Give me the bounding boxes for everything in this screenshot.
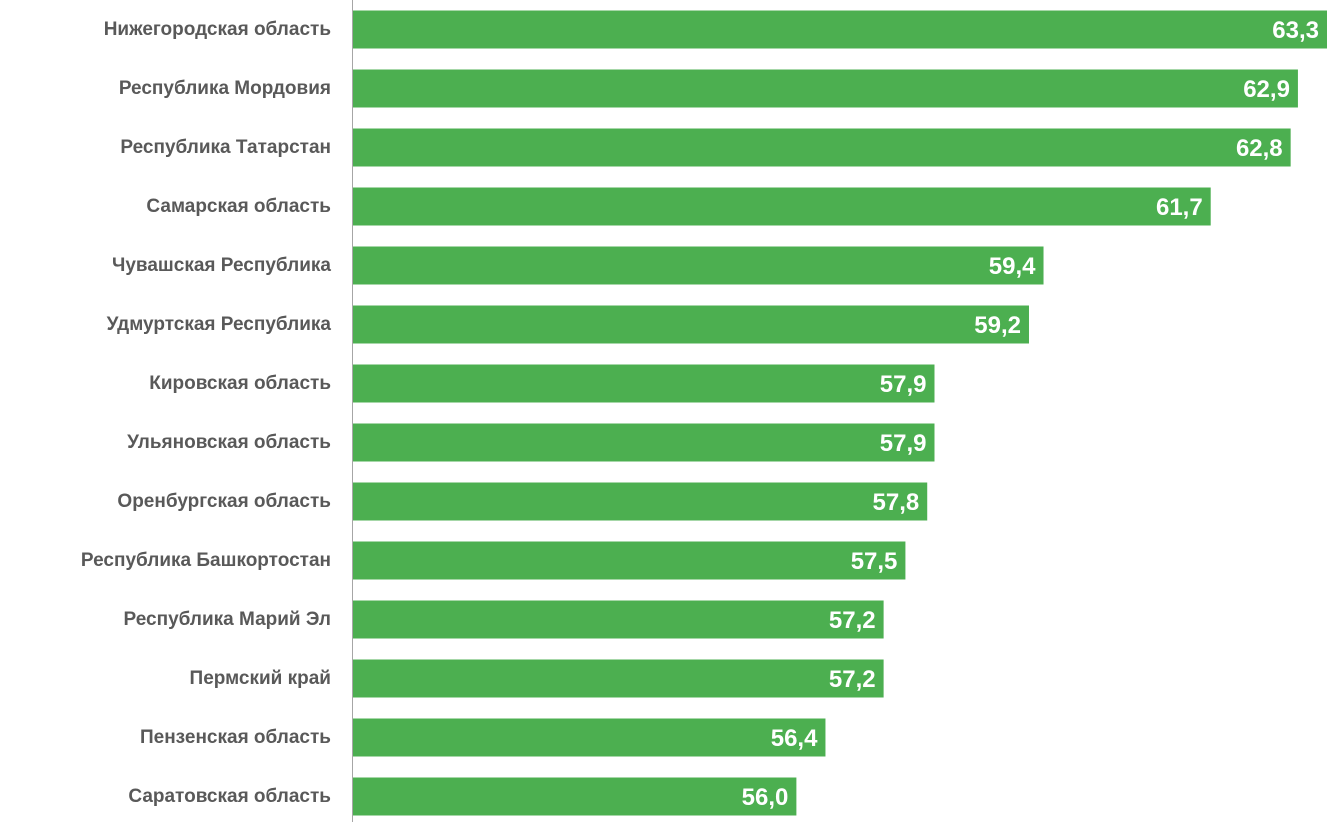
category-label: Ульяновская область xyxy=(127,432,331,453)
value-label: 59,4 xyxy=(989,253,1036,280)
value-label: 57,9 xyxy=(880,371,927,398)
category-label: Республика Марий Эл xyxy=(124,609,331,630)
value-label: 56,4 xyxy=(771,725,818,752)
bar xyxy=(353,600,884,639)
category-label: Республика Мордовия xyxy=(119,78,331,99)
category-label: Нижегородская область xyxy=(104,19,331,40)
category-label: Кировская область xyxy=(149,373,331,394)
bar xyxy=(353,305,1029,344)
value-label: 63,3 xyxy=(1272,17,1319,44)
category-label: Пензенская область xyxy=(140,727,331,748)
category-label: Чувашская Республика xyxy=(112,255,331,276)
category-label: Удмуртская Республика xyxy=(107,314,332,335)
value-label: 62,8 xyxy=(1236,135,1283,162)
bars-group: Нижегородская область 63,3 Республика Морд… xyxy=(81,10,1327,816)
bar xyxy=(353,423,935,462)
value-label: 56,0 xyxy=(742,784,789,811)
bar xyxy=(353,777,797,816)
bar xyxy=(353,364,935,403)
category-label: Саратовская область xyxy=(128,786,331,807)
value-label: 57,9 xyxy=(880,430,927,457)
category-label: Оренбургская область xyxy=(117,491,331,512)
value-label: 57,5 xyxy=(851,548,898,575)
bar xyxy=(353,718,826,757)
bar xyxy=(353,69,1298,108)
value-label: 57,2 xyxy=(829,666,876,693)
category-label: Республика Татарстан xyxy=(120,137,331,158)
value-label: 59,2 xyxy=(974,312,1021,339)
bar xyxy=(353,187,1211,226)
bar xyxy=(353,659,884,698)
bar xyxy=(353,482,928,521)
value-label: 61,7 xyxy=(1156,194,1203,221)
bar xyxy=(353,128,1291,167)
bar xyxy=(353,10,1327,49)
category-label: Самарская область xyxy=(146,196,331,217)
category-label: Республика Башкортостан xyxy=(81,550,331,571)
value-label: 62,9 xyxy=(1243,76,1290,103)
value-label: 57,8 xyxy=(873,489,920,516)
category-label: Пермский край xyxy=(190,668,331,689)
bar xyxy=(353,541,906,580)
bar xyxy=(353,246,1044,285)
value-label: 57,2 xyxy=(829,607,876,634)
